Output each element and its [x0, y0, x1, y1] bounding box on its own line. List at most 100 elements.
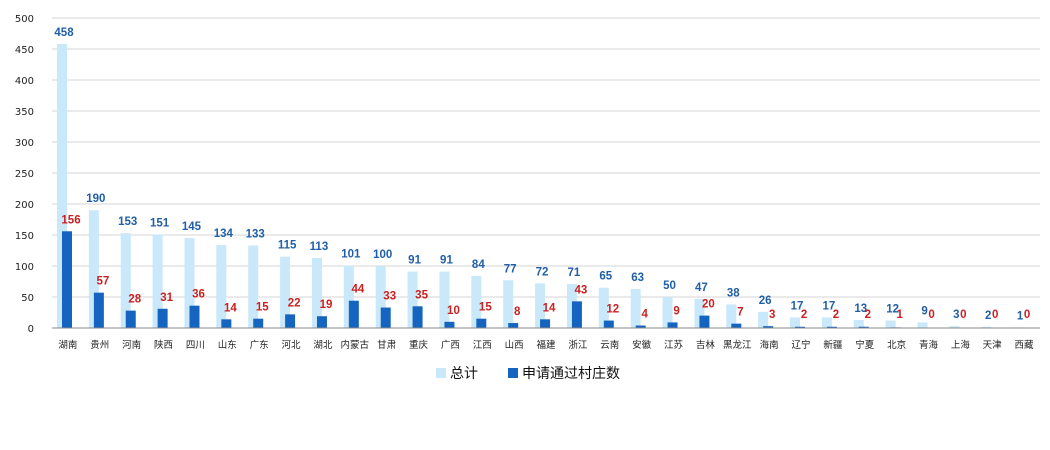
bar-total: [407, 271, 418, 328]
bar-approved: [571, 301, 582, 328]
data-label-approved: 31: [160, 292, 173, 304]
bar-approved: [667, 322, 678, 328]
data-labels: 4581561905715328151311453613414133151152…: [54, 27, 1030, 322]
data-label-total: 100: [373, 249, 392, 261]
data-label-approved: 2: [801, 309, 807, 321]
x-category-label: 山东: [218, 339, 237, 351]
data-label-total: 190: [86, 193, 105, 205]
bar-total: [598, 287, 609, 328]
bar-total: [790, 317, 801, 328]
bar-total: [726, 304, 737, 328]
data-label-total: 63: [631, 272, 644, 284]
x-category-label: 湖北: [313, 340, 333, 351]
x-category-label: 江西: [473, 340, 492, 351]
x-category-label: 天津: [983, 340, 1003, 351]
x-axis-categories: 湖南 贵州 河南 陕西 四川 山东 广东 河北 湖北 内蒙古 甘肃 重庆 广西 江西 山西 福建 浙江 云南 安徽江…: [58, 339, 1034, 351]
data-label-total: 72: [536, 266, 549, 278]
x-category-label: 内蒙古: [341, 339, 370, 351]
data-label-approved: 36: [192, 289, 205, 301]
data-label-approved: 22: [288, 297, 301, 309]
bar-approved: [348, 300, 359, 328]
bar-approved: [93, 292, 104, 328]
data-label-total: 145: [182, 221, 202, 233]
data-label-total: 91: [408, 255, 421, 267]
data-label-approved: 1: [896, 309, 903, 321]
bar-approved: [157, 308, 168, 328]
data-label-total: 47: [695, 282, 708, 294]
bars: [57, 44, 1024, 328]
x-category-label: 重庆: [409, 339, 429, 351]
bar-approved: [731, 323, 742, 328]
bar-approved: [476, 318, 487, 328]
data-label-total: 3: [953, 309, 959, 321]
bar-approved: [316, 316, 327, 328]
data-label-total: 134: [214, 228, 234, 240]
bar-total: [280, 256, 291, 328]
x-category-label: 四川: [186, 340, 205, 351]
data-label-total: 65: [599, 271, 612, 283]
bar-approved: [635, 325, 646, 328]
bar-approved: [285, 314, 296, 328]
bar-approved: [508, 323, 519, 328]
data-label-approved: 10: [447, 305, 460, 317]
bar-total: [375, 266, 386, 328]
bar-approved: [125, 310, 136, 328]
x-category-label: 新疆: [823, 339, 843, 351]
y-tick-label: 450: [15, 45, 34, 56]
data-label-approved: 7: [737, 307, 743, 319]
data-label-total: 101: [341, 248, 361, 260]
x-category-label: 贵州: [90, 339, 109, 351]
x-category-label: 广东: [250, 339, 269, 351]
bar-total: [88, 210, 99, 328]
bar-total: [343, 265, 354, 328]
data-label-total: 115: [278, 240, 297, 252]
bar-total: [503, 280, 514, 328]
data-label-total: 38: [727, 287, 740, 299]
x-category-label: 江苏: [664, 339, 684, 351]
x-category-label: 甘肃: [377, 339, 396, 351]
data-label-approved: 35: [415, 289, 428, 301]
x-category-label: 青海: [919, 339, 939, 351]
data-label-approved: 14: [224, 302, 237, 314]
data-label-approved: 33: [383, 291, 396, 303]
y-tick-label: 200: [15, 200, 34, 211]
x-category-label: 上海: [951, 339, 971, 351]
bar-approved: [858, 326, 869, 328]
data-label-total: 133: [246, 229, 265, 241]
data-label-approved: 0: [1024, 309, 1030, 321]
data-label-approved: 2: [833, 309, 839, 321]
bar-total: [216, 244, 227, 328]
data-label-approved: 19: [320, 299, 333, 311]
data-label-approved: 43: [575, 284, 588, 296]
y-tick-label: 250: [15, 169, 34, 180]
bar-total: [885, 320, 896, 328]
y-tick-label: 0: [28, 324, 34, 335]
data-label-approved: 15: [479, 302, 492, 314]
bar-approved: [540, 319, 551, 328]
x-category-label: 湖南: [58, 339, 77, 351]
data-label-total: 13: [854, 303, 867, 315]
data-label-approved: 14: [543, 302, 556, 314]
data-label-total: 17: [791, 300, 804, 312]
data-label-total: 77: [504, 263, 517, 275]
x-category-label: 海南: [760, 339, 779, 351]
x-category-label: 云南: [600, 339, 619, 351]
data-label-total: 151: [150, 217, 170, 229]
bar-total: [758, 311, 769, 328]
bar-total: [152, 234, 163, 328]
bar-approved: [412, 306, 423, 328]
x-category-label: 河北: [282, 339, 302, 351]
x-category-label: 辽宁: [791, 339, 810, 351]
bar-total: [471, 275, 482, 328]
data-label-approved: 0: [992, 309, 998, 321]
data-label-approved: 15: [256, 302, 269, 314]
bar-total: [439, 271, 450, 328]
bar-total: [311, 257, 322, 328]
y-tick-label: 50: [21, 293, 34, 304]
y-tick-label: 350: [15, 107, 34, 118]
bar-total: [821, 317, 832, 328]
data-label-approved: 12: [606, 304, 619, 316]
bar-approved: [221, 319, 232, 328]
data-label-approved: 28: [128, 294, 141, 306]
bar-approved: [380, 307, 391, 328]
